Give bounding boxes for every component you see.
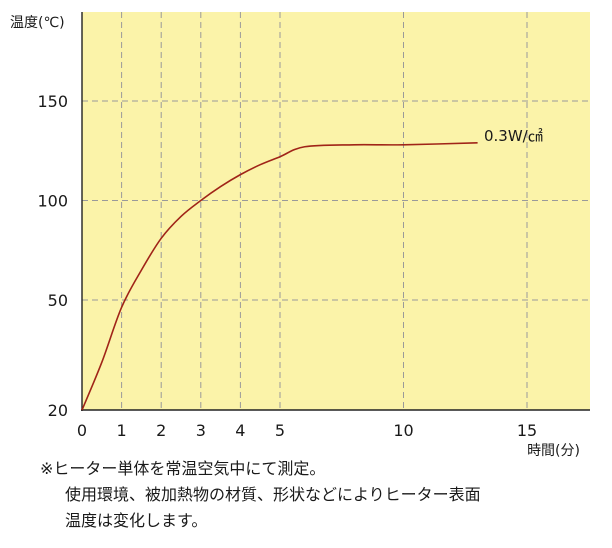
y-tick-label: 100 <box>37 192 68 211</box>
y-tick-label: 150 <box>37 92 68 111</box>
x-tick-label: 10 <box>393 421 413 440</box>
note-line-1: ※ヒーター単体を常温空気中にて測定。 <box>40 459 326 478</box>
x-tick-label: 15 <box>517 421 537 440</box>
series-line <box>81 141 478 411</box>
note-line-2: 使用環境、被加熱物の材質、形状などによりヒーター表面 <box>65 485 481 504</box>
plot-area <box>82 12 590 410</box>
note-line-3: 温度は変化します。 <box>65 511 208 530</box>
y-tick-label: 50 <box>48 291 68 310</box>
y-axis-title: 温度(℃) <box>10 15 65 31</box>
x-axis-title: 時間(分) <box>527 443 580 459</box>
x-tick-label: 5 <box>275 421 285 440</box>
x-tick-label: 2 <box>156 421 166 440</box>
x-tick-labels: 0 1 2 3 4 5 10 15 <box>77 421 537 440</box>
x-tick-label: 0 <box>77 421 87 440</box>
series-label: 0.3W/㎠ <box>484 127 543 145</box>
x-tick-label: 3 <box>196 421 206 440</box>
grid-lines <box>82 12 590 410</box>
x-tick-label: 1 <box>117 421 127 440</box>
x-tick-label: 4 <box>235 421 245 440</box>
y-tick-labels: 20 50 100 150 <box>37 92 68 420</box>
measurement-note: ※ヒーター単体を常温空気中にて測定。 使用環境、被加熱物の材質、形状などによりヒ… <box>40 456 600 534</box>
y-tick-label: 20 <box>48 401 68 420</box>
